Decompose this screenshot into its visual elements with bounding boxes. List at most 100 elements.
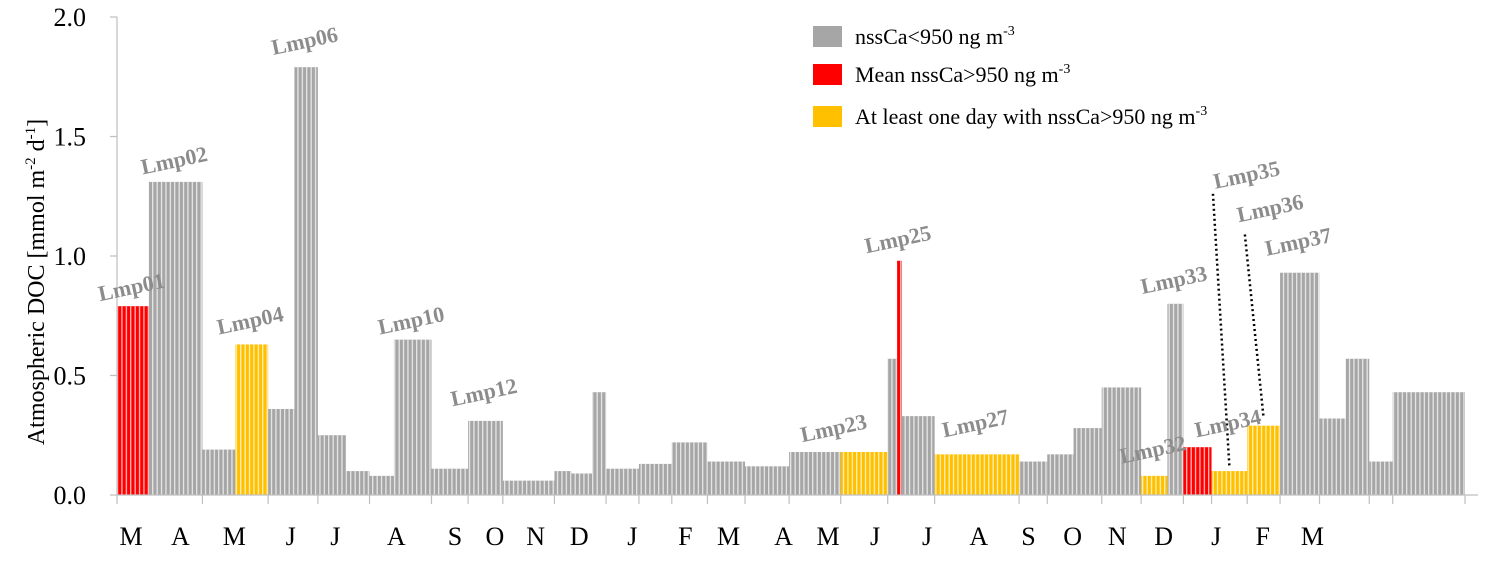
axes-layer: 0.00.51.01.52.0M A M J J A S O N D J F M A M J J A S O N D J F M… [23, 3, 1478, 551]
bar-texture [317, 435, 347, 495]
leader-line [1243, 234, 1265, 419]
bar-texture [591, 392, 607, 495]
x-tick-label: A [774, 522, 793, 551]
x-tick-label: O [1063, 522, 1082, 551]
x-tick-label: D [570, 522, 589, 551]
bar-texture [117, 306, 149, 495]
x-tick-label: M [223, 522, 246, 551]
legend-swatch [813, 26, 842, 47]
x-tick-label: A [969, 522, 988, 551]
x-tick-label: N [526, 522, 545, 551]
bar-texture [1211, 471, 1248, 495]
bar-texture [369, 475, 394, 495]
bar-texture [148, 181, 203, 495]
legend-label: nssCa<950 ng m-3 [855, 24, 1015, 49]
bar-texture [571, 473, 592, 495]
sample-label: Lmp37 [1263, 222, 1334, 260]
sample-label: Lmp33 [1138, 261, 1209, 299]
bar-texture [1183, 447, 1212, 495]
bar-texture [1247, 425, 1281, 495]
y-tick-label: 1.0 [54, 242, 87, 271]
bar-texture [346, 471, 370, 495]
bar-texture [1019, 461, 1048, 495]
x-tick-label: M [120, 522, 143, 551]
legend-label: At least one day with nssCa>950 ng m-3 [855, 104, 1207, 129]
x-tick-label: A [171, 522, 190, 551]
bar-texture [707, 461, 746, 495]
x-tick-label: M [817, 522, 840, 551]
x-tick-label: J [330, 522, 340, 551]
bars-layer [117, 67, 1465, 495]
bar-texture [671, 442, 708, 495]
bar-texture [1101, 387, 1142, 495]
legend-label: Mean nssCa>950 ng m-3 [855, 62, 1070, 87]
bar-texture [1392, 392, 1465, 495]
bar-texture [431, 468, 469, 495]
sample-label: Lmp02 [139, 141, 210, 179]
sample-label: Lmp10 [376, 301, 447, 339]
bar-texture [468, 420, 503, 495]
bar-texture [789, 451, 841, 495]
bar-texture [235, 344, 269, 495]
x-tick-label: J [627, 522, 637, 551]
y-tick-label: 0.0 [54, 481, 87, 510]
bar-texture [502, 480, 555, 495]
x-tick-label: J [286, 522, 296, 551]
x-tick-label: D [1154, 522, 1173, 551]
labels-layer: Lmp01Lmp02Lmp04Lmp06Lmp10Lmp12Lmp23Lmp25… [96, 22, 1334, 469]
x-tick-label: M [1301, 522, 1324, 551]
legend-label-sup: -3 [1059, 62, 1071, 77]
sample-label: Lmp12 [448, 373, 519, 411]
x-tick-label: J [1211, 522, 1221, 551]
y-axis-label-part: -2 [23, 157, 39, 170]
x-tick-label: F [678, 522, 692, 551]
sample-label: Lmp25 [862, 220, 933, 258]
bar-texture [268, 408, 295, 495]
legend-label-sup: -3 [1196, 104, 1208, 119]
y-axis-label-part: ] [24, 119, 50, 127]
y-axis-label-part: Atmospheric DOC [mmol m [24, 170, 50, 446]
bar-texture [1280, 272, 1320, 495]
legend-swatch [813, 64, 842, 85]
bar-texture [554, 471, 572, 495]
y-axis-label-part: d [24, 139, 50, 157]
bar-texture [606, 468, 639, 495]
bar-texture [1369, 461, 1393, 495]
sample-label: Lmp04 [215, 301, 286, 339]
bar-texture [901, 416, 935, 495]
bar-texture [202, 449, 236, 495]
bar-texture [745, 466, 790, 495]
x-tick-label: J [922, 522, 932, 551]
legend-label-text: At least one day with nssCa>950 ng m [855, 104, 1196, 129]
legend-label-text: Mean nssCa>950 ng m [855, 62, 1059, 87]
sample-label: Lmp23 [798, 409, 869, 447]
bar-texture [887, 358, 898, 495]
y-tick-label: 2.0 [54, 3, 87, 32]
y-axis-label: Atmospheric DOC [mmol m-2 d-1] [23, 119, 50, 445]
legend-label-sup: -3 [1003, 24, 1015, 39]
bar-texture [897, 260, 902, 495]
bar-texture [638, 463, 672, 495]
x-tick-label: F [1255, 522, 1269, 551]
bar-texture [934, 454, 1020, 495]
x-tick-label: A [387, 522, 406, 551]
x-tick-label: S [448, 522, 462, 551]
x-tick-label: S [1021, 522, 1035, 551]
y-axis-label-part: -1 [23, 127, 39, 140]
leader-line [1211, 193, 1231, 467]
legend-swatch [813, 106, 842, 127]
legend-label-text: nssCa<950 ng m [855, 24, 1003, 49]
bar-texture [1047, 454, 1074, 495]
x-tick-label: O [485, 522, 504, 551]
bar-texture [1319, 418, 1346, 495]
x-tick-label: J [870, 522, 880, 551]
x-tick-label: M [717, 522, 740, 551]
bar-texture [840, 451, 888, 495]
bar-texture [1345, 358, 1370, 495]
y-tick-label: 1.5 [54, 123, 87, 152]
x-tick-label: N [1108, 522, 1127, 551]
bar-texture [1167, 303, 1184, 495]
sample-label: Lmp06 [269, 22, 340, 60]
